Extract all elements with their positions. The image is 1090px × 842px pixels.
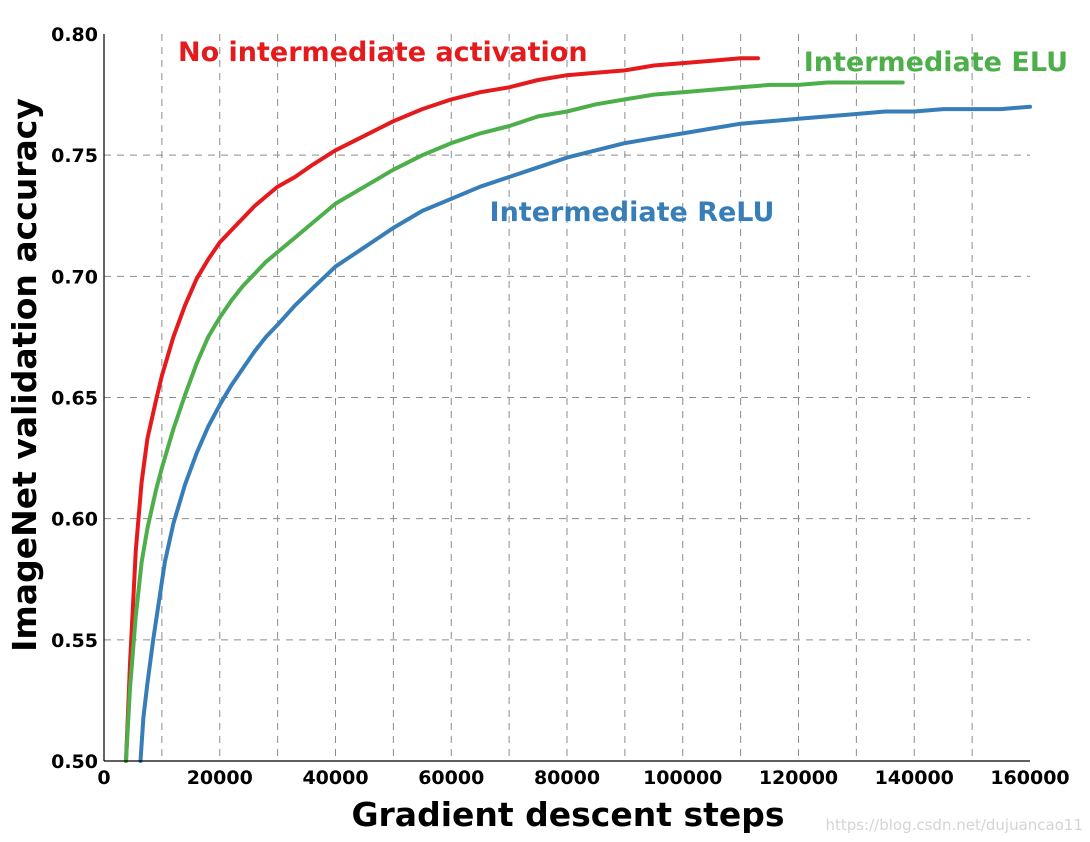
series-annotations: No intermediate activation Intermediate E… xyxy=(178,37,1068,228)
y-tick-label: 0.70 xyxy=(51,266,98,288)
series-line-2 xyxy=(138,104,1032,763)
x-axis-title: Gradient descent steps xyxy=(351,795,784,834)
tick-labels: 0 20000 40000 60000 80000 100000 120000 140000 1… xyxy=(51,24,1070,789)
axes xyxy=(103,34,1030,762)
series-annotation-1: Intermediate ELU xyxy=(804,47,1068,78)
series-lines xyxy=(124,56,1032,763)
series-line-0 xyxy=(124,56,760,763)
x-tick-label: 20000 xyxy=(187,767,253,789)
grid xyxy=(104,34,1030,761)
x-tick-label: 80000 xyxy=(534,767,600,789)
x-tick-label: 0 xyxy=(97,767,110,789)
y-tick-label: 0.80 xyxy=(51,24,98,46)
x-tick-label: 100000 xyxy=(643,767,722,789)
x-tick-label: 120000 xyxy=(759,767,838,789)
x-tick-label: 160000 xyxy=(990,767,1069,789)
y-tick-label: 0.65 xyxy=(51,388,98,410)
y-tick-label: 0.75 xyxy=(51,145,98,167)
watermark-text: https://blog.csdn.net/dujuancao11 xyxy=(825,816,1083,834)
series-annotation-0: No intermediate activation xyxy=(178,37,588,68)
x-tick-label: 60000 xyxy=(418,767,484,789)
y-tick-label: 0.55 xyxy=(51,630,98,652)
series-annotation-2: Intermediate ReLU xyxy=(490,197,775,228)
y-tick-label: 0.60 xyxy=(51,509,98,531)
x-tick-label: 140000 xyxy=(875,767,954,789)
y-axis-title: ImageNet validation accuracy xyxy=(5,98,44,652)
x-tick-label: 40000 xyxy=(302,767,368,789)
y-tick-label: 0.50 xyxy=(51,751,98,773)
series-line-1 xyxy=(124,80,905,763)
